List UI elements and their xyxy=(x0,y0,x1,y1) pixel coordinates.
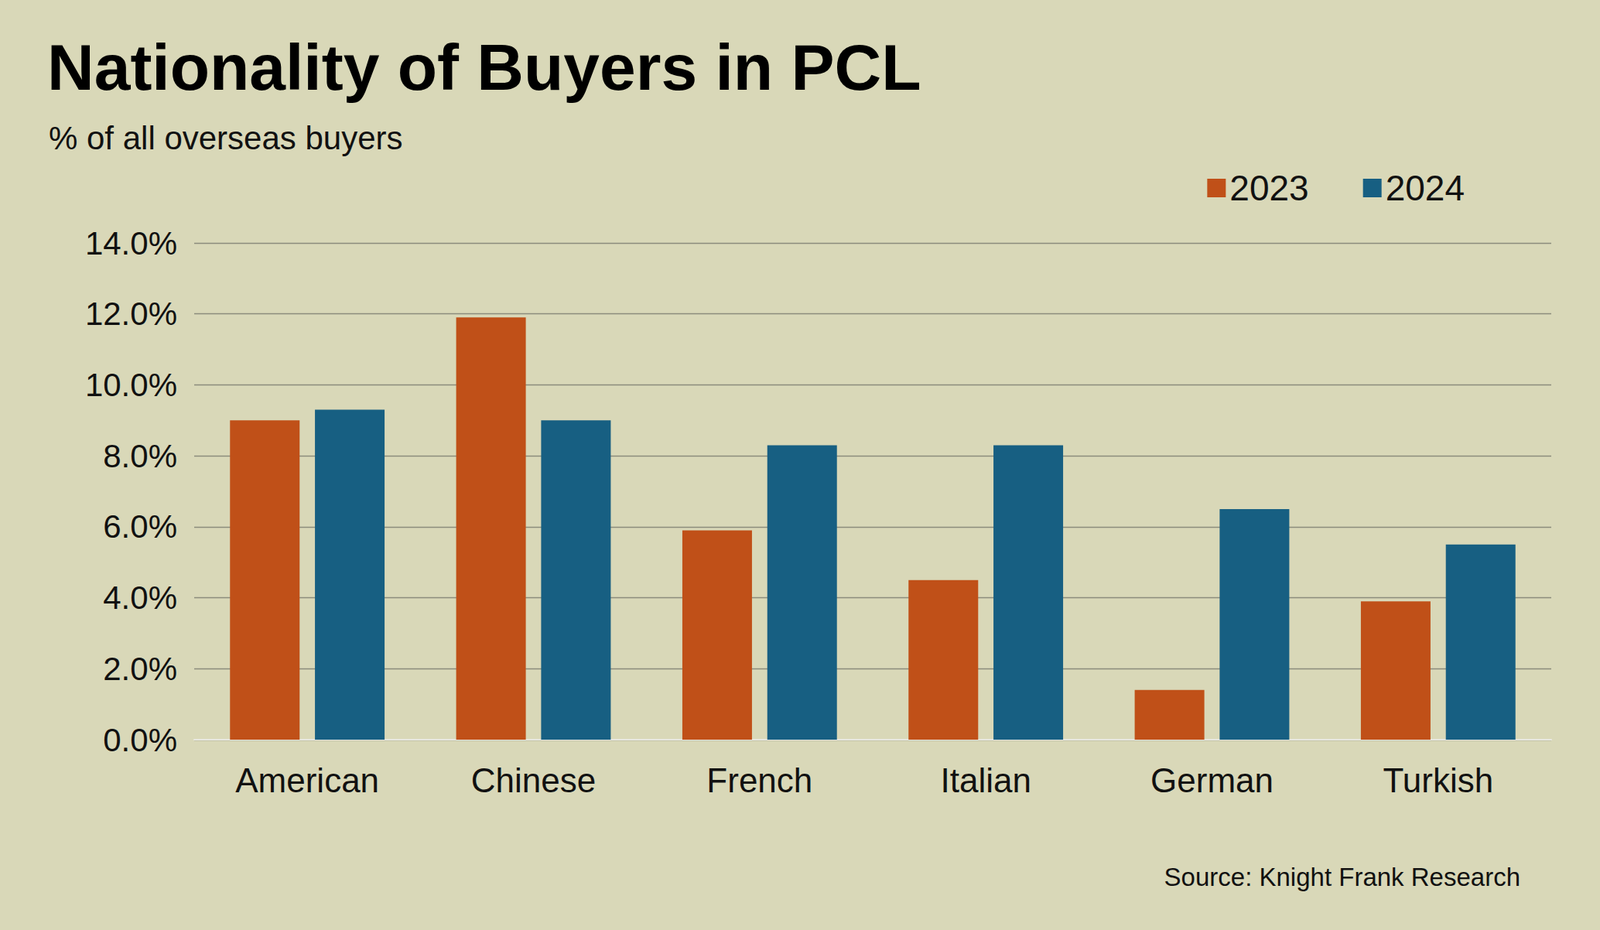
svg-text:% of all overseas buyers: % of all overseas buyers xyxy=(48,119,404,157)
svg-text:2.0%: 2.0% xyxy=(102,650,178,688)
svg-text:American: American xyxy=(235,761,380,800)
svg-text:14.0%: 14.0% xyxy=(85,225,178,262)
svg-text:Chinese: Chinese xyxy=(471,761,596,800)
svg-text:2024: 2024 xyxy=(1385,167,1465,209)
svg-text:Nationality of Buyers in PCL: Nationality of Buyers in PCL xyxy=(47,30,922,104)
svg-text:4.0%: 4.0% xyxy=(102,579,178,616)
svg-text:Turkish: Turkish xyxy=(1383,761,1495,800)
svg-text:German: German xyxy=(1150,761,1274,800)
svg-text:10.0%: 10.0% xyxy=(85,366,178,404)
svg-text:8.0%: 8.0% xyxy=(102,437,178,475)
svg-text:French: French xyxy=(706,761,813,800)
svg-text:Source: Knight Frank Research: Source: Knight Frank Research xyxy=(1164,862,1521,892)
svg-text:Italian: Italian xyxy=(940,761,1031,800)
svg-text:6.0%: 6.0% xyxy=(102,508,178,545)
svg-text:2023: 2023 xyxy=(1229,167,1309,209)
svg-text:12.0%: 12.0% xyxy=(85,295,178,332)
svg-text:0.0%: 0.0% xyxy=(102,721,178,759)
